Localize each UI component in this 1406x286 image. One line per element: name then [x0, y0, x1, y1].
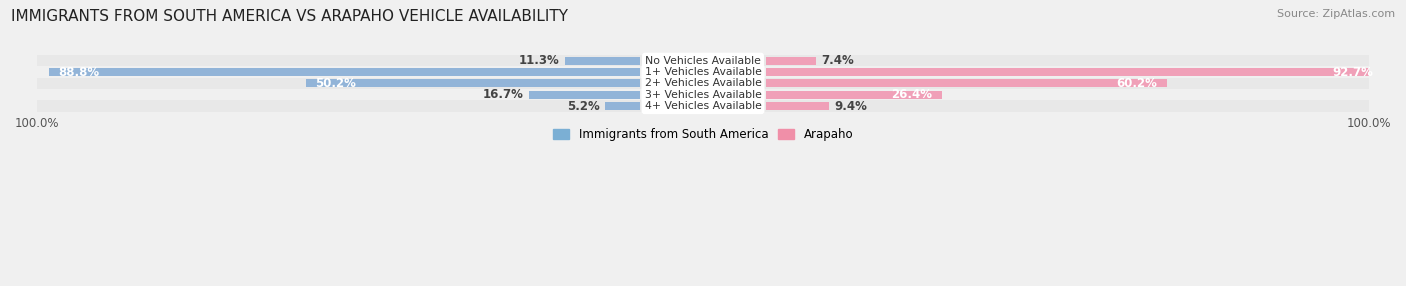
Text: IMMIGRANTS FROM SOUTH AMERICA VS ARAPAHO VEHICLE AVAILABILITY: IMMIGRANTS FROM SOUTH AMERICA VS ARAPAHO…: [11, 9, 568, 23]
Legend: Immigrants from South America, Arapaho: Immigrants from South America, Arapaho: [553, 128, 853, 141]
Bar: [37, 66, 1369, 78]
Text: No Vehicles Available: No Vehicles Available: [645, 56, 761, 66]
Text: 4+ Vehicles Available: 4+ Vehicles Available: [644, 101, 762, 111]
Bar: [305, 79, 640, 88]
Text: 60.2%: 60.2%: [1116, 77, 1157, 90]
Text: 3+ Vehicles Available: 3+ Vehicles Available: [644, 90, 762, 100]
Bar: [766, 57, 815, 65]
Text: 7.4%: 7.4%: [821, 54, 853, 67]
Bar: [766, 68, 1384, 76]
Bar: [49, 68, 640, 76]
Text: 16.7%: 16.7%: [482, 88, 523, 101]
Text: Source: ZipAtlas.com: Source: ZipAtlas.com: [1277, 9, 1395, 19]
Text: 5.2%: 5.2%: [567, 100, 600, 113]
Text: 26.4%: 26.4%: [891, 88, 932, 101]
Bar: [37, 89, 1369, 100]
Text: 92.7%: 92.7%: [1333, 65, 1374, 79]
Text: 1+ Vehicles Available: 1+ Vehicles Available: [644, 67, 762, 77]
Text: 2+ Vehicles Available: 2+ Vehicles Available: [644, 78, 762, 88]
Bar: [37, 78, 1369, 89]
Text: 11.3%: 11.3%: [519, 54, 560, 67]
Text: 50.2%: 50.2%: [315, 77, 356, 90]
Bar: [605, 102, 640, 110]
Text: 88.8%: 88.8%: [59, 65, 100, 79]
Bar: [766, 79, 1167, 88]
Bar: [766, 102, 828, 110]
Bar: [529, 91, 640, 99]
Text: 9.4%: 9.4%: [834, 100, 868, 113]
Bar: [37, 100, 1369, 112]
Bar: [766, 91, 942, 99]
Bar: [37, 55, 1369, 66]
Bar: [565, 57, 640, 65]
